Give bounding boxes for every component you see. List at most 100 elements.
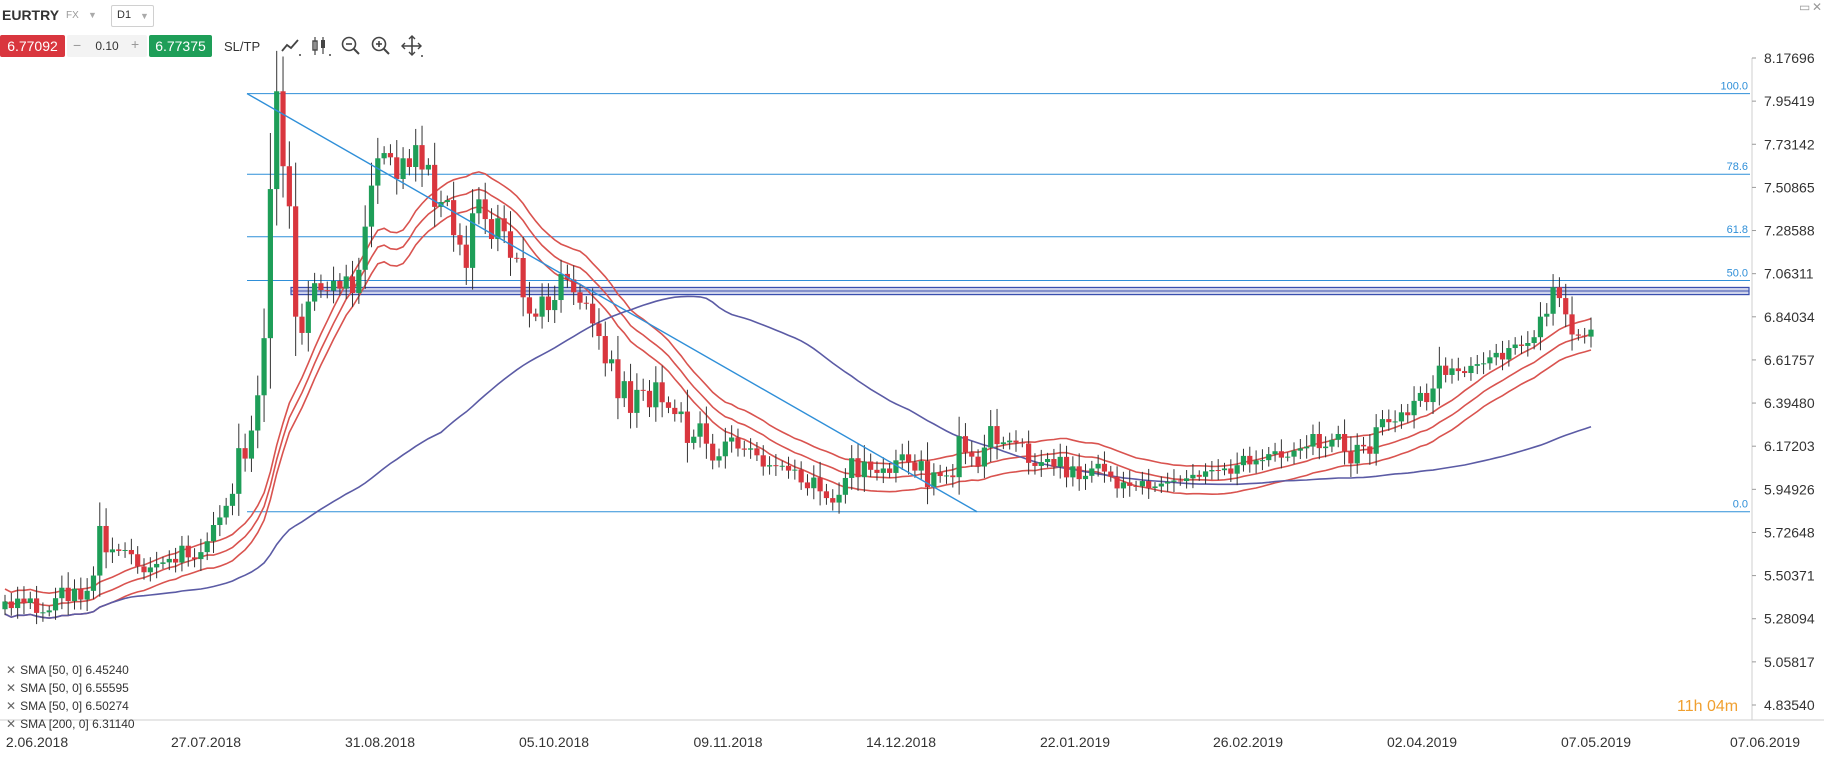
candle-body [514,257,520,259]
candle-body [1373,427,1379,454]
candle-body [956,436,962,478]
close-icon[interactable]: ✕ [1812,0,1823,14]
candle-body [210,525,217,542]
candle-body [729,437,735,442]
candle-body [476,199,482,214]
move-icon[interactable] [400,34,424,58]
sell-button[interactable]: 6.77092 [0,35,65,57]
candle-body [166,558,172,563]
market-label: FX [66,10,79,21]
candle-body [469,213,476,268]
close-icon[interactable]: ✕ [6,681,17,695]
candle-body [899,454,905,461]
candle-body [97,525,103,576]
candle-body [324,290,330,292]
candle-body [116,549,122,551]
plus-icon[interactable]: + [131,36,140,52]
candle-body [362,226,368,270]
candle-body [71,588,78,602]
quantity-stepper[interactable]: − 0.10 + [67,35,147,57]
fib-level-label: 100.0 [1720,81,1748,93]
candle-body [1582,335,1588,337]
candle-body [533,313,539,317]
candle-body [1234,465,1240,474]
candle-body [463,244,469,268]
close-icon[interactable]: ✕ [6,663,17,677]
zoom-in-icon[interactable] [369,34,393,58]
candle-body [381,153,387,159]
minus-icon[interactable]: − [73,37,82,53]
candle-body [1184,478,1190,482]
candle-body [1240,455,1247,466]
fib-level-label: 78.6 [1727,161,1748,173]
candle-body [368,185,375,227]
candle-body [678,411,684,415]
candle-body [798,469,804,483]
candle-body [432,164,438,207]
candle-body [1304,446,1310,449]
candle-body [748,448,754,450]
candle-body [349,276,356,294]
candle-body [1379,419,1386,428]
time-axis[interactable]: 2.06.2018 27.07.2018 31.08.2018 05.10.2018 0… [6,734,1800,750]
candle-body [545,296,552,311]
candle-body [1436,365,1442,389]
price-axis[interactable]: 8.17696 7.95419 7.73142 7.50865 7.28588 7.063… [1752,50,1815,713]
line-chart-icon[interactable] [279,34,303,58]
close-icon[interactable]: ✕ [6,699,17,713]
candle-body [1278,451,1284,458]
timeframe-select[interactable]: D1 ▼ [111,5,154,27]
candle-body [27,598,33,604]
candle-body [760,455,766,467]
candle-body [40,612,46,614]
candle-body [1177,480,1183,482]
x-tick-label: 31.08.2018 [345,734,415,750]
trendline[interactable] [246,92,978,513]
candle-body [267,189,273,339]
candle-body [1386,419,1392,423]
candle-body [1449,368,1455,375]
candle-body [539,296,545,317]
candle-body [1266,454,1272,461]
candle-body [1531,337,1537,344]
candle-body [103,525,109,553]
window-icon[interactable]: ▭ [1799,0,1811,14]
quantity-value[interactable]: 0.10 [95,39,119,53]
candle-body [950,475,956,478]
resistance-zone[interactable] [290,286,1750,296]
zoom-out-icon[interactable] [339,34,363,58]
candle-body [1089,468,1095,476]
candle-body [924,461,931,488]
candle-body [84,590,90,600]
candle-body [1417,392,1423,401]
legend-sma-4: ✕ SMA [200, 0] 6.31140 [6,717,135,731]
legend-label: SMA [50, 0] 6.50274 [20,699,129,713]
chevron-down-icon[interactable]: ▼ [88,10,97,20]
candle-body [817,477,823,492]
candle-body [1544,313,1550,317]
candle-body [830,498,836,503]
buy-button[interactable]: 6.77375 [149,35,212,57]
legend-label: SMA [200, 0] 6.31140 [20,717,135,731]
candle-body [893,460,899,473]
candle-body [741,448,747,450]
candle-body [1341,434,1348,452]
timer-minutes: 04 [1706,698,1725,715]
candle-body [943,475,950,477]
fibonacci-retracement[interactable]: 100.0 78.6 61.8 50.0 0.0 [247,81,1750,513]
candle-body [1013,440,1019,443]
candle-body [1563,298,1569,315]
candle-chart-icon[interactable] [309,34,333,58]
trendline-line[interactable] [246,92,978,513]
candle-body [261,338,267,396]
candle-body [229,493,236,506]
candle-body [400,158,406,180]
close-icon[interactable]: ✕ [6,717,17,731]
candle-body [1202,471,1209,477]
sltp-button[interactable]: SL/TP [224,39,261,54]
candle-body [343,276,349,289]
candle-body [1057,456,1063,467]
candle-body [703,423,709,444]
candle-body [1215,470,1221,472]
